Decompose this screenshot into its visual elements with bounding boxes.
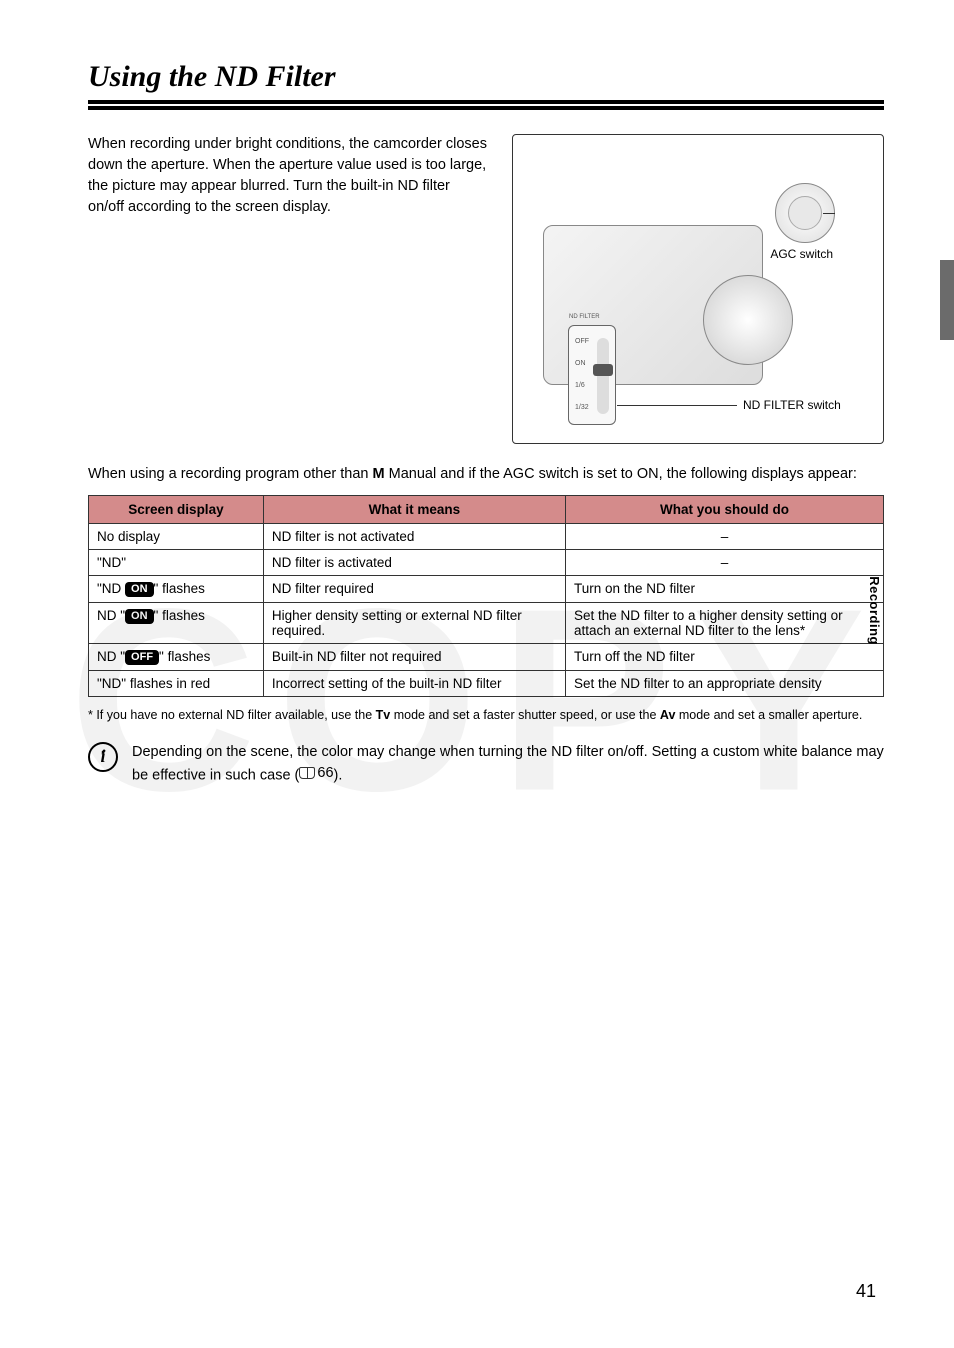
on-badge-icon: ON [125,582,154,597]
footnote: * If you have no external ND filter avai… [88,707,884,724]
info-note: i Depending on the scene, the color may … [88,742,884,787]
nd-filter-label: ND FILTER switch [743,398,841,412]
table-header: Screen display [89,496,264,524]
section-label: Recording [867,576,882,645]
table-row: No display ND filter is not activated – [89,524,884,550]
leader-line [617,405,737,406]
manual-mode-glyph: M [373,466,385,482]
table-row: "ND" flashes in red Incorrect setting of… [89,670,884,696]
av-mode-glyph: Av [660,708,676,722]
nd-filter-table: Screen display What it means What you sh… [88,495,884,697]
info-icon: i [88,742,118,772]
leader-line [823,213,835,214]
nd-filter-switch-icon: OFF ON 1/6 1/32 [568,325,616,425]
off-badge-icon: OFF [125,650,159,665]
camera-diagram: AGC switch OFF ON 1/6 1/32 ND FILTER swi… [512,134,884,444]
page-reference: 66 [299,763,333,784]
table-row: "ND" ND filter is activated – [89,550,884,576]
tv-mode-glyph: Tv [376,708,391,722]
table-row: ND "OFF" flashes Built-in ND filter not … [89,643,884,670]
table-row: "ND ON" flashes ND filter required Turn … [89,576,884,603]
mid-paragraph: When using a recording program other tha… [88,464,884,485]
intro-paragraph: When recording under bright conditions, … [88,134,488,444]
page-number: 41 [856,1281,876,1302]
book-icon [299,767,315,779]
agc-label: AGC switch [770,247,833,261]
table-header: What it means [263,496,565,524]
on-badge-icon: ON [125,609,154,624]
page-title: Using the ND Filter [88,60,884,94]
title-rule [88,100,884,110]
camera-lens-shape [703,275,793,365]
table-row: ND "ON" flashes Higher density setting o… [89,602,884,643]
section-tab [932,260,954,590]
table-header: What you should do [565,496,883,524]
